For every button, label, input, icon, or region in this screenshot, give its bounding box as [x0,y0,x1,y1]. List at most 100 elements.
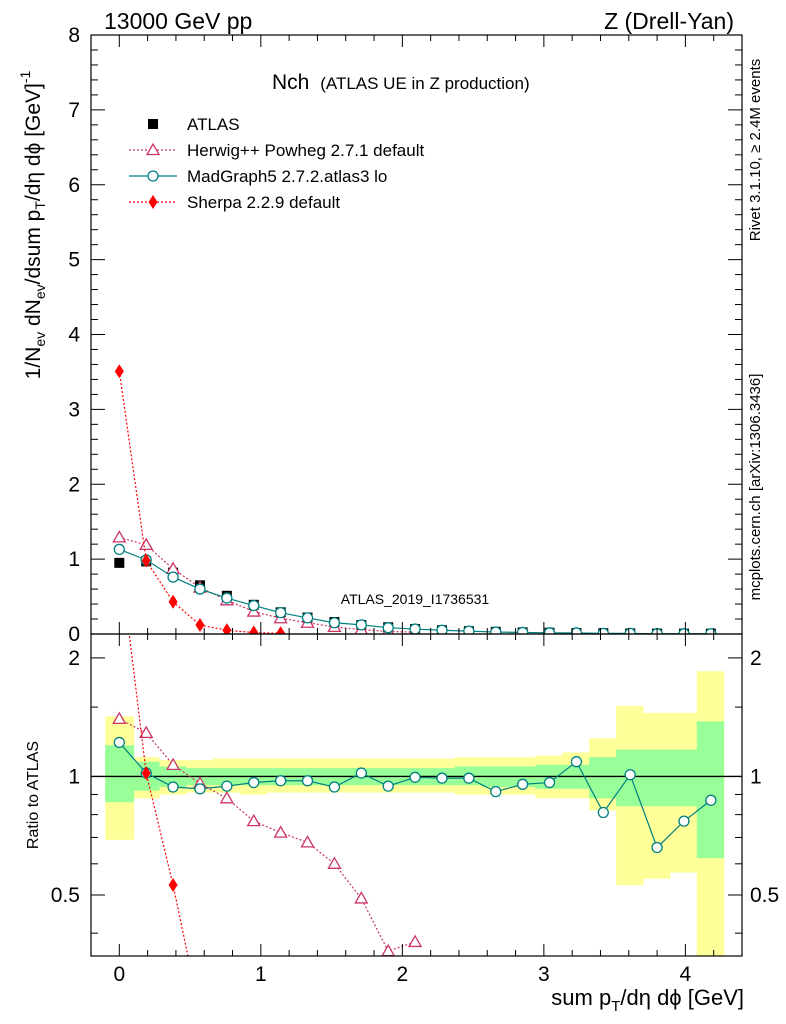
data-point [570,627,583,634]
data-point [409,771,421,783]
data-point [355,619,367,631]
ratio-tick-label-left: 1 [68,765,80,788]
legend-marker [148,195,158,209]
legend-label: Herwig++ Powheg 2.7.1 default [187,141,424,160]
data-point [597,806,609,819]
series-herwig-ratio [112,711,423,956]
ratio-panel [91,634,742,956]
data-point [301,612,314,624]
y-tick-label: 5 [68,249,80,272]
data-point [221,592,233,604]
data-point [219,791,234,804]
legend: ATLAS Herwig++ Powheg 2.7.1 default MadGra… [129,115,424,212]
data-point [141,766,151,781]
data-point [248,776,260,789]
series-line [119,718,416,952]
y-axis-label: 1/Nev dNev/dsum pT/dη dϕ [GeV]-1 [17,70,48,379]
data-point [409,623,421,634]
plot-title-main: Nch [272,71,309,94]
data-point [651,841,663,854]
y-tick-label: 2 [68,473,80,496]
data-point [678,815,690,827]
ratio-band-inner [642,749,671,807]
data-point [516,626,529,634]
x-tick-label: 3 [538,963,550,986]
y-tick-label: 7 [68,99,80,122]
y-tick-label: 4 [68,324,80,347]
data-point [624,769,636,781]
data-point [516,778,529,790]
series-sherpa-ratio [128,634,189,956]
rivet-label: Rivet 3.1.10, ≥ 2.4M events [747,59,764,242]
x-tick-label: 0 [113,963,125,986]
legend-label: Sherpa 2.2.9 default [187,193,340,212]
x-tick-label: 2 [397,963,409,986]
data-point [274,607,287,619]
data-point [139,725,154,739]
ratio-band-inner [105,745,135,803]
data-point [382,780,394,792]
data-point [139,537,154,551]
y-tick-label: 8 [68,24,80,47]
data-point [168,594,178,609]
data-point [354,891,369,904]
data-point [328,781,341,793]
plot-title-sub: (ATLAS UE in Z production) [320,74,529,93]
legend-entry: ATLAS [148,115,240,134]
data-point [194,783,206,795]
main-series [112,364,717,634]
ratio-frame [90,633,743,957]
series-line [119,536,416,633]
ratio-tick-label-left: 0.5 [51,884,80,907]
data-point [543,627,556,634]
axes-layer: 0 1 2 3 4 0 1 2 3 4 5 6 7 8 0.5 0.5 1 1 2 2 [51,24,779,986]
data-point [327,856,342,869]
data-point [436,772,448,784]
y-tick-label: 1 [68,548,80,571]
data-point [407,934,423,948]
data-point [141,553,151,568]
y-tick-label: 6 [68,174,80,197]
data-point [114,557,125,568]
x-axis-label: sum pT/dη dϕ [GeV] [551,985,744,1015]
x-tick-label: 1 [255,963,267,986]
data-point [167,781,179,793]
data-point [248,599,260,612]
data-point [705,794,717,806]
ratio-band-inner [696,721,725,859]
legend-entry: Herwig++ Powheg 2.7.1 default [129,141,424,160]
series-sherpa-main [114,364,286,634]
data-point [113,543,125,556]
data-point [381,943,396,956]
data-point [113,736,125,749]
data-point [273,825,288,838]
x-tick-label: 4 [680,963,692,986]
legend-marker [147,170,159,182]
analysis-watermark: ATLAS_2019_I1736531 [341,591,490,607]
ratio-tick-label-right: 2 [750,647,762,670]
ratio-band-inner [589,757,617,799]
data-point [222,623,232,634]
legend-marker [148,119,158,129]
data-point [328,617,341,629]
y-tick-label: 3 [68,398,80,421]
ratio-y-label: Ratio to ATLAS [25,741,42,849]
legend-marker [145,142,161,156]
legend-entry: Sherpa 2.2.9 default [129,193,340,212]
header-right: Z (Drell-Yan) [604,8,734,34]
data-point [300,835,315,848]
data-point [195,618,205,633]
data-point [276,626,286,634]
ratio-tick-label-left: 2 [68,647,80,670]
data-point [167,571,179,583]
main-panel [112,364,717,634]
data-point [165,757,181,771]
data-point [490,626,502,634]
data-point [436,624,448,634]
series-madgraph5-ratio [113,736,717,854]
data-point [168,878,178,893]
data-point [355,767,367,779]
plot-title: Nch (ATLAS UE in Z production) [272,71,530,94]
data-point [463,772,475,784]
